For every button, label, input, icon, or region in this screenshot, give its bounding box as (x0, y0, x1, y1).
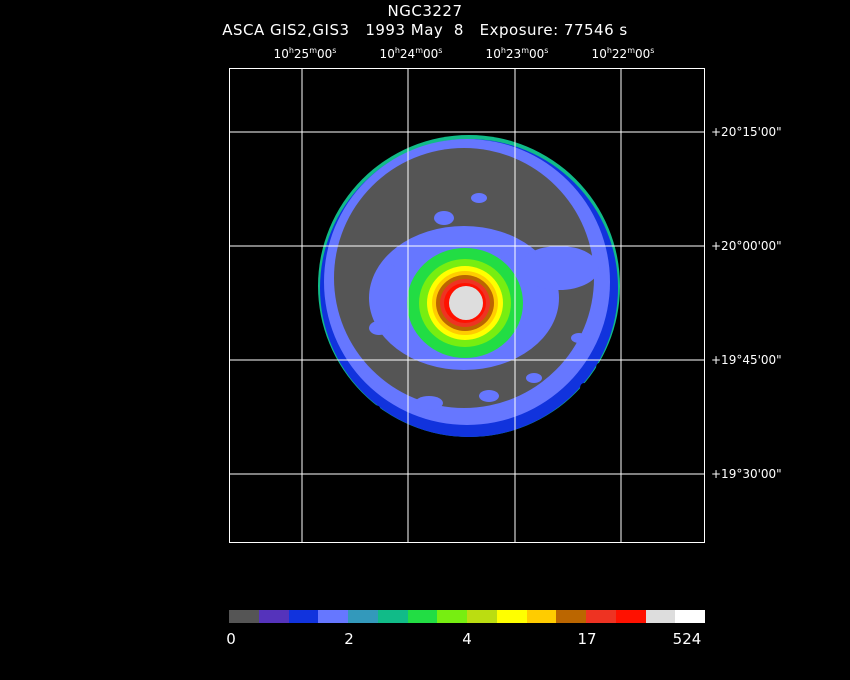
dec-tick-label: +19°45'00" (711, 353, 782, 367)
colorbar-label: 524 (672, 630, 702, 648)
colorbar-swatch (437, 610, 467, 623)
dec-tick-label: +20°00'00" (711, 239, 782, 253)
coordinate-grid (229, 68, 705, 543)
colorbar-swatch (556, 610, 586, 623)
image-frame (229, 68, 705, 543)
colorbar-label: 0 (226, 630, 236, 648)
source-contours (407, 248, 523, 358)
ra-tick-label: 10h24m00s (379, 46, 443, 61)
colorbar-label: 17 (577, 630, 597, 648)
colorbar-label: 4 (462, 630, 472, 648)
colorbar-swatch (318, 610, 348, 623)
colorbar-swatch (586, 610, 616, 623)
rim-dark-spots (345, 363, 602, 435)
dec-tick-label: +20°15'00" (711, 125, 782, 139)
colorbar-swatch (377, 610, 408, 623)
xray-image (229, 68, 705, 543)
dec-tick-label: +19°30'00" (711, 467, 782, 481)
colorbar-swatch (675, 610, 705, 623)
observation-info: ASCA GIS2,GIS3 1993 May 8 Exposure: 7754… (222, 21, 628, 39)
colorbar-swatch (407, 610, 438, 623)
colorbar-swatch (288, 610, 319, 623)
colorbar-swatch (348, 610, 378, 623)
ra-tick-label: 10h22m00s (591, 46, 655, 61)
colorbar (229, 610, 705, 623)
ra-tick-label: 10h25m00s (273, 46, 337, 61)
colorbar-swatch (615, 610, 646, 623)
colorbar-swatch (645, 610, 676, 623)
colorbar-swatch (467, 610, 497, 623)
colorbar-swatch (496, 610, 527, 623)
colorbar-swatch (526, 610, 557, 623)
object-name: NGC3227 (387, 2, 463, 20)
colorbar-swatch (229, 610, 259, 623)
ra-tick-label: 10h23m00s (485, 46, 549, 61)
colorbar-label: 2 (344, 630, 354, 648)
colorbar-swatch (258, 610, 289, 623)
